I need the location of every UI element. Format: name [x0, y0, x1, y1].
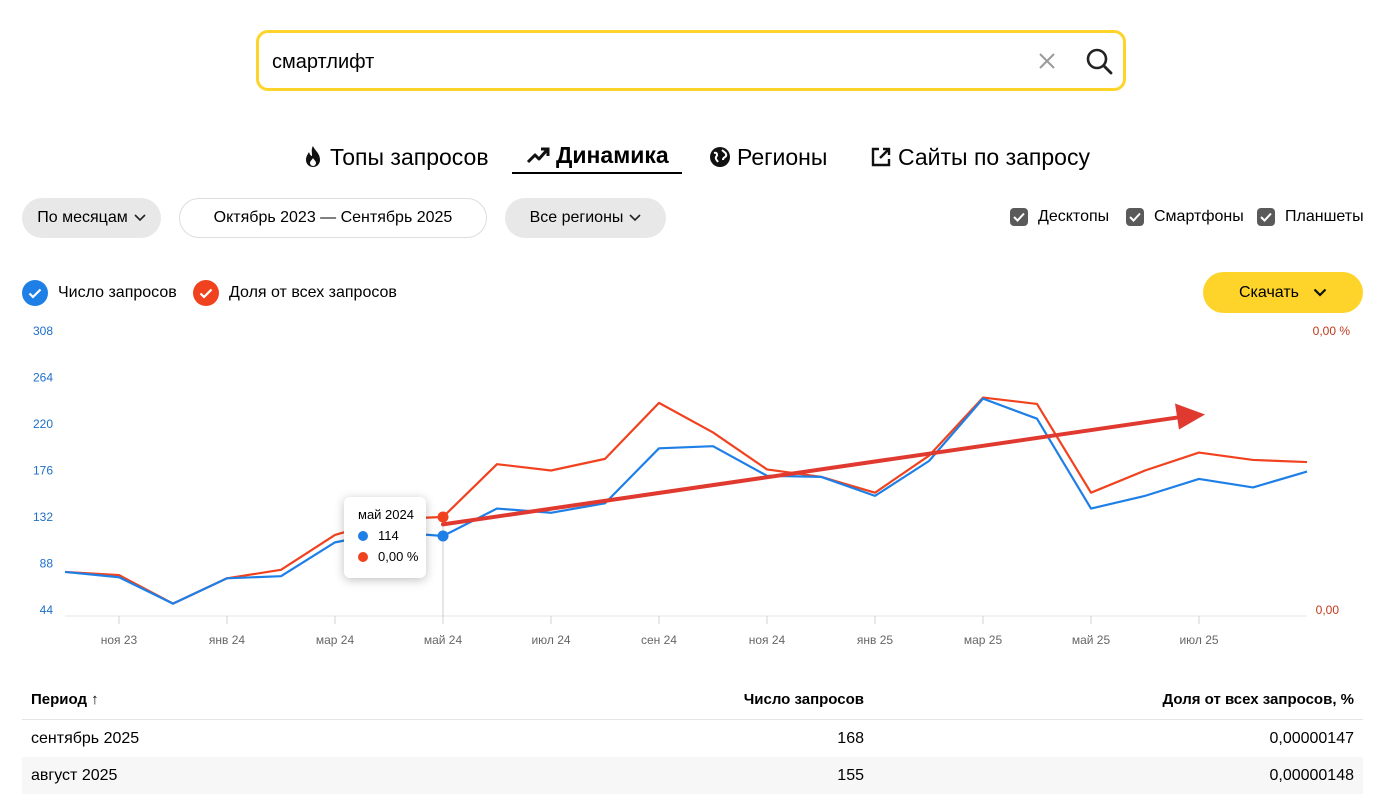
checkbox-smartphones[interactable]: Смартфоны	[1126, 208, 1244, 226]
chevron-down-icon	[134, 214, 146, 222]
x-tick-label: июл 24	[531, 633, 570, 647]
header-period[interactable]: Период ↑	[31, 691, 391, 708]
cell-count: 155	[837, 766, 864, 784]
header-count[interactable]: Число запросов	[743, 691, 864, 708]
cell-count: 168	[837, 729, 864, 747]
download-button[interactable]: Скачать	[1203, 272, 1363, 313]
cell-period: сентябрь 2025	[31, 729, 140, 747]
search-icon[interactable]	[1084, 46, 1114, 76]
x-tick-label: ноя 23	[101, 633, 138, 647]
series-line-share	[64, 396, 1308, 605]
download-label: Скачать	[1239, 283, 1299, 301]
series-line-count	[64, 397, 1308, 605]
checkbox-label: Смартфоны	[1154, 208, 1244, 225]
tab-label: Сайты по запросу	[898, 143, 1090, 170]
x-tick-label: сен 24	[641, 633, 677, 647]
header-share[interactable]: Доля от всех запросов, %	[1162, 691, 1354, 708]
table-row: август 2025 155 0,00000148	[22, 757, 1363, 794]
tooltip-count: 114	[378, 528, 399, 543]
period-group-label: По месяцам	[37, 209, 128, 226]
series-dot-count	[358, 530, 368, 541]
region-select[interactable]: Все регионы	[505, 198, 666, 238]
close-icon[interactable]	[1035, 49, 1059, 73]
legend-share-label: Доля от всех запросов	[229, 284, 397, 301]
chevron-down-icon	[1313, 288, 1327, 297]
checkbox-checked-icon	[1010, 208, 1028, 226]
x-tick-label: мар 24	[316, 633, 355, 647]
y-left-tick-label: 88	[40, 557, 54, 571]
tooltip-title: май 2024	[358, 507, 414, 522]
checkbox-label: Десктопы	[1038, 208, 1110, 225]
y-left-tick-label: 220	[33, 417, 53, 431]
chart-tooltip: май 2024 114 0,00 %	[344, 497, 426, 578]
search-box[interactable]: смартлифт	[256, 30, 1126, 91]
series-dot-share	[358, 551, 368, 562]
tabs: Топы запросов Динамика Регионы Сайты по …	[0, 140, 1390, 174]
cell-share: 0,00000147	[1269, 729, 1354, 747]
fire-icon	[306, 146, 320, 167]
y-left-tick-label: 308	[33, 324, 53, 338]
checkbox-desktops[interactable]: Десктопы	[1010, 208, 1109, 226]
x-tick-label: мар 25	[964, 633, 1003, 647]
globe-icon	[710, 147, 730, 167]
y-right-tick-label: 0,00 %	[1313, 324, 1351, 338]
x-tick-label: май 24	[424, 633, 463, 647]
cell-share: 0,00000148	[1269, 766, 1354, 784]
y-left-tick-label: 44	[40, 603, 54, 617]
tab-regions[interactable]: Регионы	[709, 140, 827, 174]
checkmark-icon	[22, 280, 48, 306]
legend-count[interactable]: Число запросов	[22, 280, 177, 306]
cell-period: август 2025	[31, 766, 118, 784]
y-left-tick-label: 176	[33, 464, 53, 478]
checkmark-icon	[193, 280, 219, 306]
trend-icon	[526, 147, 550, 164]
arrow-up-icon: ↑	[91, 691, 99, 708]
hover-point-count	[437, 530, 449, 542]
tab-top-queries[interactable]: Топы запросов	[302, 140, 489, 174]
checkbox-checked-icon	[1126, 208, 1144, 226]
tab-label: Динамика	[556, 141, 669, 168]
x-tick-label: ноя 24	[749, 633, 786, 647]
tab-label: Регионы	[737, 143, 828, 170]
x-tick-label: янв 25	[857, 633, 894, 647]
chevron-down-icon	[629, 214, 641, 222]
tab-sites[interactable]: Сайты по запросу	[870, 140, 1090, 174]
y-right-tick-label: 0,00	[1316, 603, 1340, 617]
table-header: Период ↑ Число запросов Доля от всех зап…	[22, 680, 1363, 720]
trend-arrow-head	[1175, 403, 1205, 430]
date-range-picker[interactable]: Октябрь 2023 — Сентябрь 2025	[179, 198, 487, 238]
legend-share[interactable]: Доля от всех запросов	[193, 280, 397, 306]
trend-arrow-line	[441, 415, 1179, 527]
external-link-icon	[871, 147, 891, 167]
region-label: Все регионы	[529, 209, 624, 226]
x-tick-label: янв 24	[209, 633, 246, 647]
y-left-tick-label: 264	[33, 371, 53, 385]
date-range-label: Октябрь 2023 — Сентябрь 2025	[213, 209, 453, 226]
x-tick-label: май 25	[1072, 633, 1111, 647]
header-period-label: Период	[31, 691, 87, 708]
table-row: сентябрь 2025 168 0,00000147	[22, 720, 1363, 757]
dynamics-chart: ноя 23 янв 24 мар 24 май 24 июл 24 сен 24 ноя …	[33, 324, 1351, 647]
search-input[interactable]: смартлифт	[272, 51, 375, 73]
checkbox-checked-icon	[1257, 208, 1275, 226]
legend-count-label: Число запросов	[58, 284, 177, 301]
tooltip-share: 0,00 %	[378, 549, 419, 564]
hover-point-share	[437, 511, 449, 523]
data-table: Период ↑ Число запросов Доля от всех зап…	[22, 680, 1363, 794]
checkbox-tablets[interactable]: Планшеты	[1257, 208, 1364, 226]
tab-label: Топы запросов	[330, 143, 489, 170]
checkbox-label: Планшеты	[1285, 208, 1364, 225]
tab-dynamics[interactable]: Динамика	[512, 140, 682, 174]
x-tick-label: июл 25	[1179, 633, 1218, 647]
period-group-select[interactable]: По месяцам	[22, 198, 161, 238]
y-left-tick-label: 132	[33, 510, 53, 524]
